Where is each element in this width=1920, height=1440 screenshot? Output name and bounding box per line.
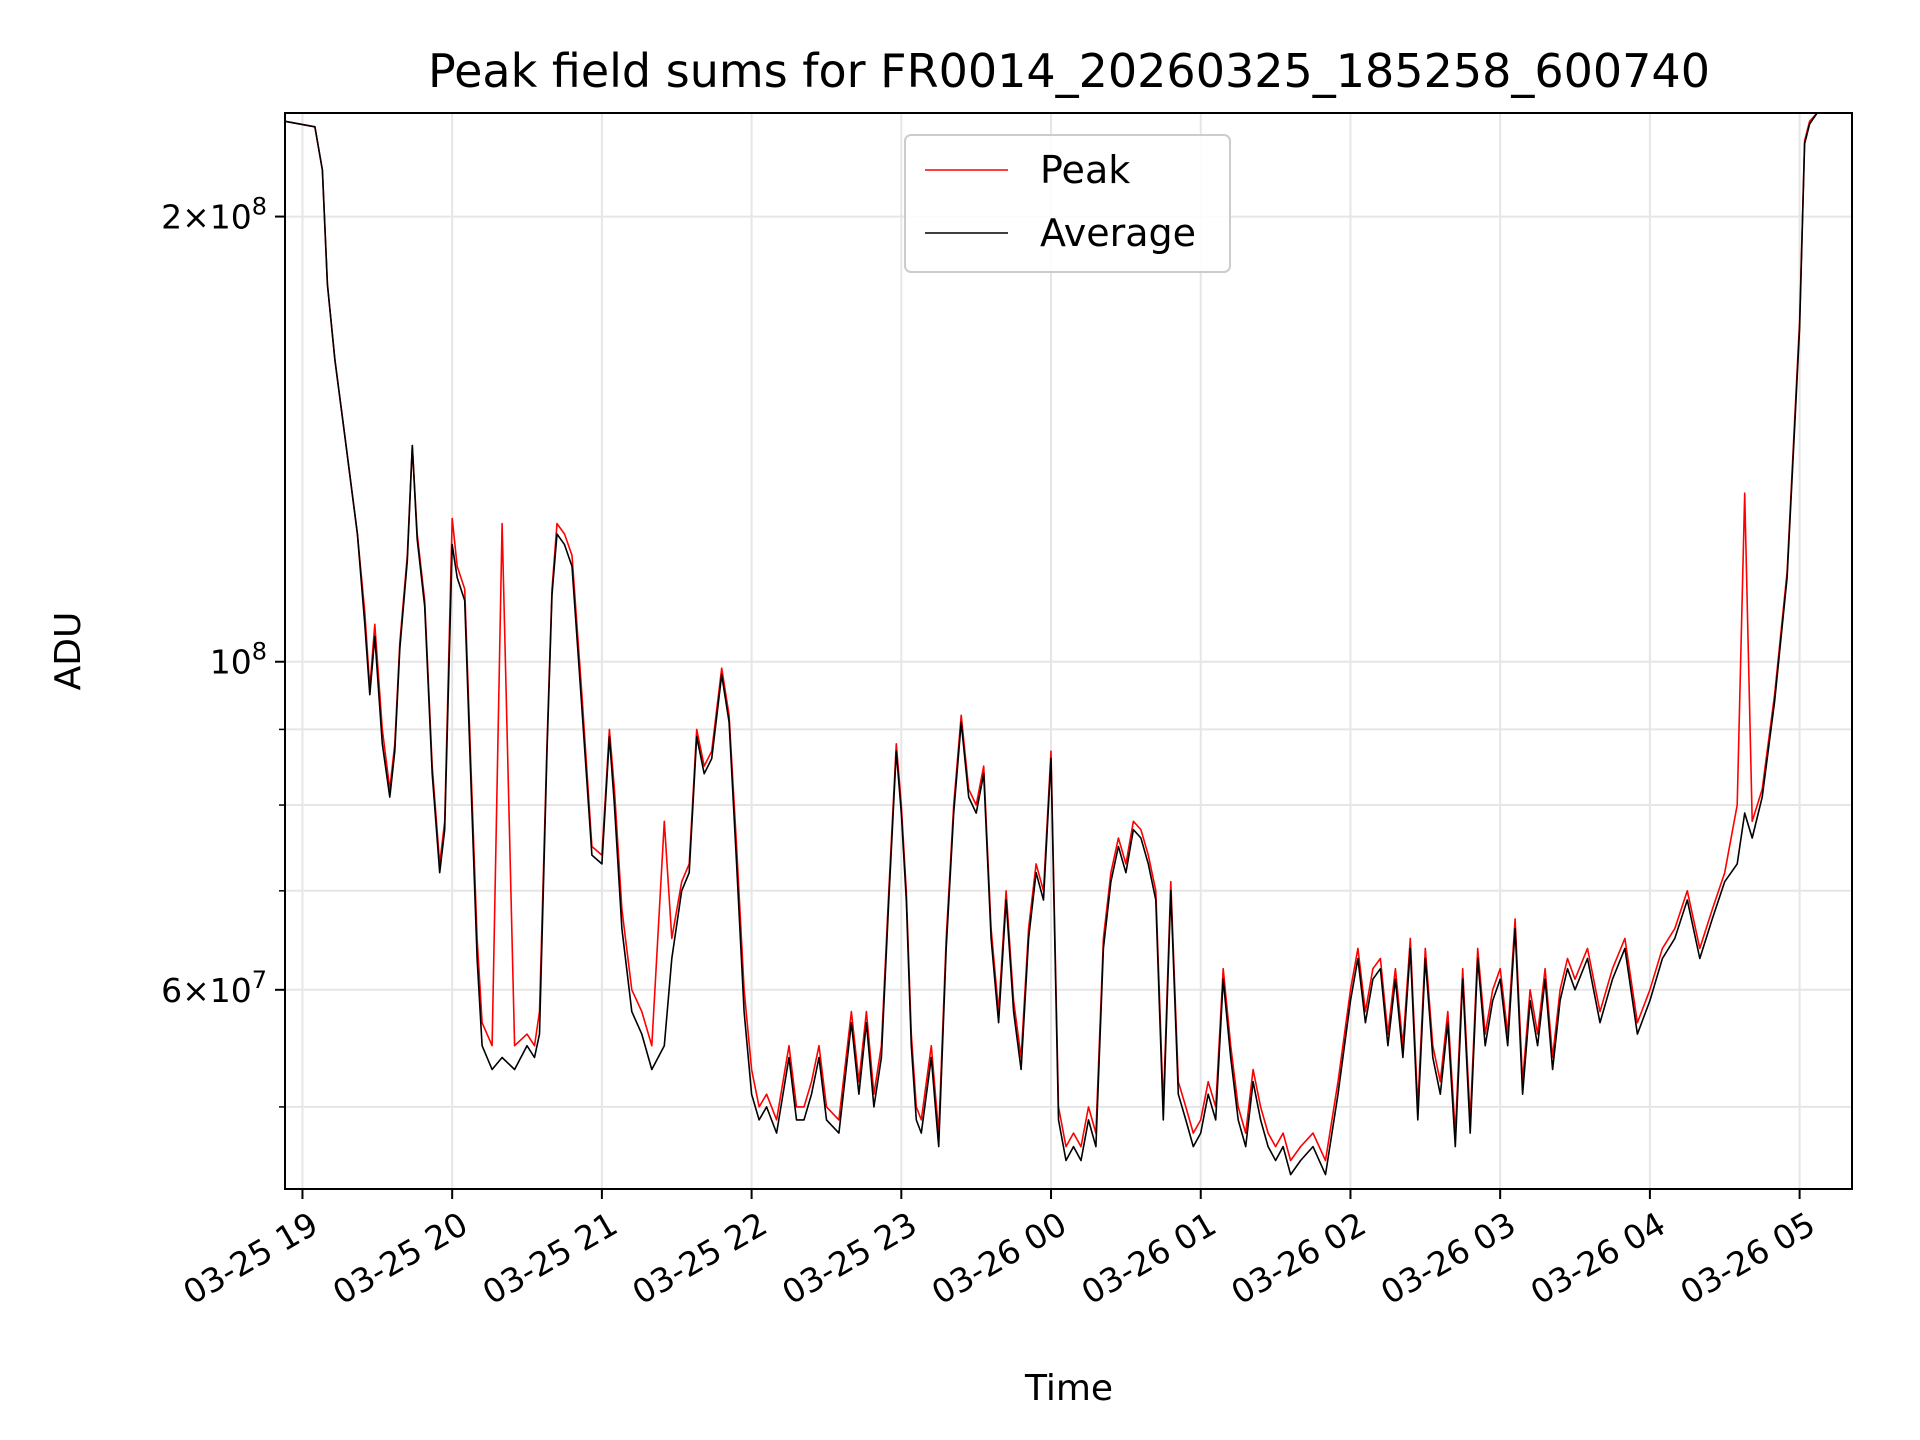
y-tick-label: 2×108 xyxy=(161,193,267,237)
x-axis-label: Time xyxy=(1024,1368,1113,1409)
chart-title: Peak field sums for FR0014_20260325_1852… xyxy=(428,44,1710,98)
plot-frame xyxy=(284,112,1853,1190)
legend-label: Average xyxy=(1040,211,1196,255)
legend: Peak Average xyxy=(904,134,1231,273)
y-axis: 6×107 108 2×108 xyxy=(161,193,285,1108)
series-line-average xyxy=(284,112,1825,1176)
y-tick-label: 6×107 xyxy=(161,966,267,1010)
series-layer xyxy=(284,112,1825,1176)
y-axis-label: ADU xyxy=(48,612,89,691)
legend-label: Peak xyxy=(1040,148,1130,192)
y-tick-label: 108 xyxy=(210,638,267,682)
